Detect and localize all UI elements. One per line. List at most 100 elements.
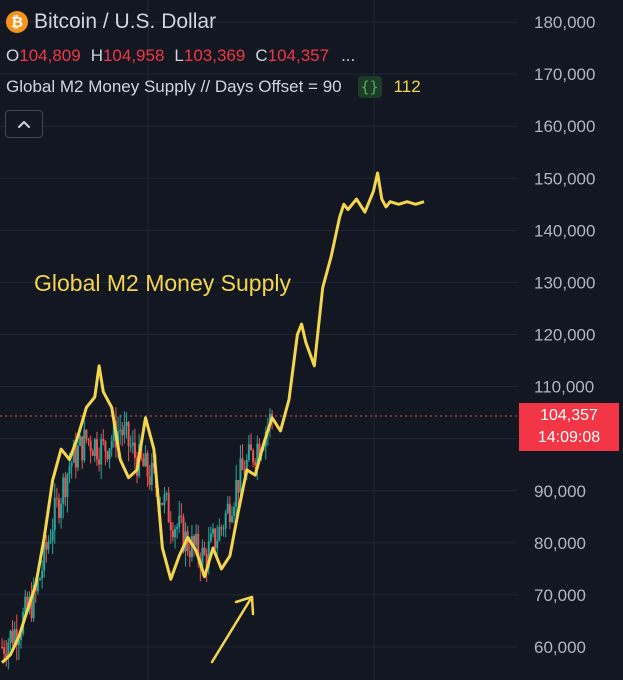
candle-body <box>233 507 236 517</box>
y-tick-label: 90,000 <box>534 482 586 501</box>
annotation-arrow-shaft <box>210 598 252 664</box>
candle-body <box>5 653 8 658</box>
symbol-title-row[interactable]: ₿ Bitcoin / U.S. Dollar <box>6 10 216 34</box>
candle-body <box>167 493 170 523</box>
candle-body <box>32 584 35 619</box>
candle-body <box>150 462 153 485</box>
candle-body <box>79 436 82 446</box>
candle-body <box>125 422 128 426</box>
candle-body <box>64 477 67 498</box>
y-tick-label: 180,000 <box>534 13 595 32</box>
candle-body <box>228 503 231 522</box>
candle-body <box>186 531 189 551</box>
y-tick-label: 150,000 <box>534 169 595 188</box>
candle-body <box>203 547 206 555</box>
candle-body <box>216 540 219 549</box>
candle-body <box>169 522 172 531</box>
candle-body <box>53 497 56 531</box>
candle-body <box>68 466 71 475</box>
candle-body <box>241 458 244 470</box>
candle-body <box>36 580 39 592</box>
candle-body <box>256 443 259 466</box>
candle-body <box>159 503 162 505</box>
candle-body <box>205 554 208 568</box>
candle-body <box>47 542 50 550</box>
candle-body <box>91 451 94 456</box>
candle-body <box>76 445 79 468</box>
candle-body <box>254 462 257 466</box>
candle-body <box>98 459 101 465</box>
candle-body <box>110 440 113 449</box>
high-label: H <box>90 46 103 65</box>
candle-body <box>62 477 65 504</box>
candle-body <box>89 440 92 452</box>
candle-body <box>121 429 124 436</box>
candle-body <box>195 533 198 546</box>
candle-body <box>161 503 164 505</box>
candle-body <box>144 453 147 467</box>
candle-body <box>218 526 221 541</box>
candle-body <box>133 442 136 458</box>
candle-body <box>247 444 250 460</box>
candle-body <box>60 503 63 518</box>
candle-body <box>235 479 238 508</box>
y-tick-label: 130,000 <box>534 273 595 292</box>
candle-body <box>7 642 10 658</box>
candle-body <box>85 429 88 439</box>
y-tick-label: 170,000 <box>534 65 595 84</box>
candle-body <box>24 596 27 613</box>
candle-body <box>43 541 46 571</box>
candle-body <box>258 443 261 456</box>
candle-body <box>41 570 44 579</box>
candle-body <box>49 540 52 543</box>
candle-body <box>106 451 109 460</box>
candle-body <box>209 533 212 542</box>
countdown-time-label: 14:09:08 <box>537 429 601 446</box>
candle-body <box>129 445 132 447</box>
candle-body <box>222 528 225 530</box>
more-button[interactable]: ... <box>341 46 356 65</box>
candle-body <box>66 474 69 498</box>
collapse-legend-button[interactable] <box>5 110 43 138</box>
candle-body <box>146 453 149 477</box>
candle-body <box>30 596 33 619</box>
candle-body <box>245 459 248 476</box>
candle-body <box>55 497 58 499</box>
candle-body <box>74 443 77 468</box>
candle-body <box>220 526 223 529</box>
candle-body <box>212 528 214 534</box>
candle-body <box>19 633 22 640</box>
candle-body <box>174 528 177 538</box>
y-tick-label: 60,000 <box>534 638 586 657</box>
candle-body <box>197 533 200 559</box>
candle-body <box>148 476 151 485</box>
candle-body <box>243 469 246 476</box>
low-label: L <box>174 46 184 65</box>
indicator-legend[interactable]: Global M2 Money Supply // Days Offset = … <box>6 76 421 98</box>
candle-body <box>112 421 115 441</box>
candle-body <box>17 639 20 646</box>
candle-body <box>188 550 191 558</box>
candle-body <box>15 629 18 646</box>
candle-body <box>51 530 54 541</box>
pine-script-badge-icon[interactable]: {} <box>357 76 382 98</box>
candle-body <box>193 536 196 546</box>
candle-body <box>3 647 6 654</box>
m2-line <box>0 171 425 664</box>
candle-body <box>87 438 90 441</box>
candle-body <box>72 443 75 463</box>
y-tick-label: 140,000 <box>534 221 595 240</box>
candle-body <box>230 516 233 522</box>
candle-body <box>171 530 174 538</box>
candle-body <box>26 596 29 609</box>
candle-body <box>252 450 255 463</box>
candle-body <box>239 458 242 493</box>
bitcoin-icon: ₿ <box>6 11 28 33</box>
candle-body <box>180 515 183 517</box>
open-label: O <box>6 46 20 65</box>
candle-body <box>182 516 185 552</box>
current-price-label: 104,357 <box>540 407 598 424</box>
low-value: 103,369 <box>183 46 246 65</box>
symbol-title: Bitcoin / U.S. Dollar <box>34 10 217 33</box>
